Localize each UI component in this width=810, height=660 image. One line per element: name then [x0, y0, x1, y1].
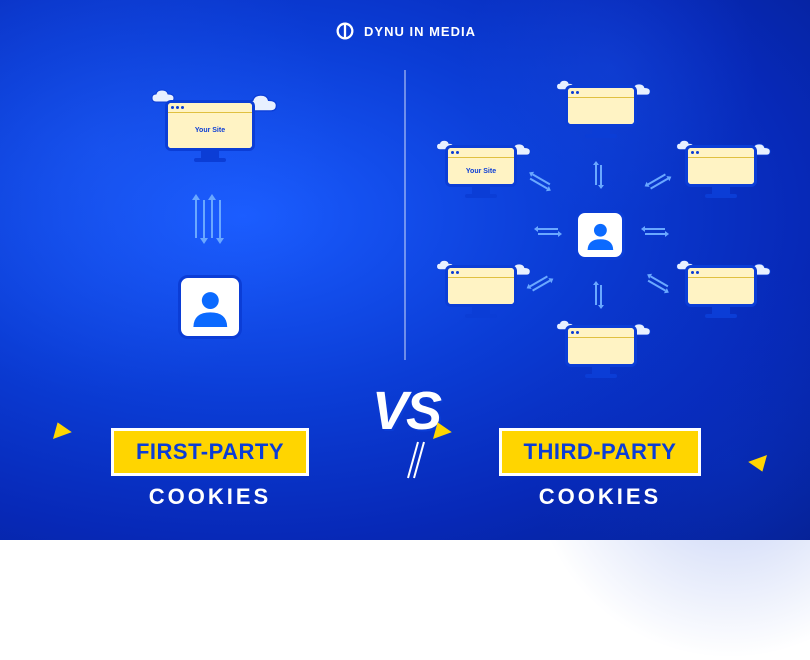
- data-flow-arrows: [195, 200, 221, 238]
- center-divider: [404, 70, 406, 360]
- user-icon: [190, 287, 231, 328]
- data-flow-arrows: [530, 173, 551, 189]
- site-monitor: [445, 265, 517, 319]
- site-monitor: [565, 85, 637, 139]
- data-flow-arrows: [648, 275, 669, 291]
- site-monitor: [685, 145, 757, 199]
- brand-logo-icon: [334, 20, 356, 42]
- brand-header: DYNU IN MEDIA: [0, 20, 810, 42]
- first-party-panel: Your Site FIRST-PARTY: [20, 70, 400, 520]
- third-party-sublabel: COOKIES: [410, 484, 790, 510]
- first-party-sublabel: COOKIES: [20, 484, 400, 510]
- site-monitor: Your Site: [445, 145, 517, 199]
- site-monitor: [685, 265, 757, 319]
- third-party-badge: THIRD-PARTY: [499, 428, 702, 476]
- first-party-badge: FIRST-PARTY: [111, 428, 309, 476]
- site-label: Your Site: [448, 158, 514, 184]
- third-party-label: THIRD-PARTY COOKIES: [410, 428, 790, 510]
- triangle-icon: [48, 419, 72, 439]
- third-party-panel: Your Site: [410, 70, 790, 520]
- first-party-diagram: Your Site: [20, 70, 400, 380]
- first-party-label: FIRST-PARTY COOKIES: [20, 428, 400, 510]
- site-monitor: [565, 325, 637, 379]
- third-party-diagram: Your Site: [410, 70, 790, 380]
- data-flow-arrows: [645, 228, 665, 235]
- data-flow-arrows: [595, 285, 602, 305]
- infographic-canvas: DYNU IN MEDIA VS Your Site: [0, 0, 810, 540]
- data-flow-arrows: [595, 165, 602, 185]
- user-node: [178, 275, 242, 339]
- user-icon: [585, 220, 616, 251]
- data-flow-arrows: [648, 173, 669, 189]
- data-flow-arrows: [530, 275, 551, 291]
- brand-name: DYNU IN MEDIA: [364, 24, 476, 39]
- site-monitor: Your Site: [165, 100, 255, 165]
- user-node: [575, 210, 625, 260]
- triangle-icon: [748, 455, 772, 475]
- data-flow-arrows: [538, 228, 558, 235]
- site-label: Your Site: [168, 113, 252, 148]
- triangle-icon: [428, 419, 452, 439]
